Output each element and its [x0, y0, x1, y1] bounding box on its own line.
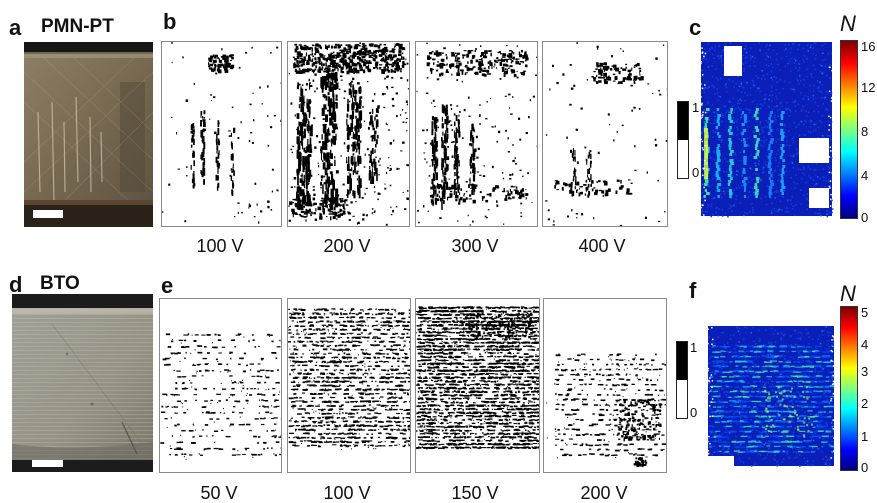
voltage-label-bottom-4: 200 V — [545, 484, 663, 502]
colorbar-c-tick-0: 0 — [861, 211, 868, 224]
material-label-pmnpt: PMN-PT — [41, 17, 114, 36]
colorbar-f-tick-4: 4 — [861, 338, 868, 351]
colorbar-c-tick-12: 12 — [861, 81, 875, 94]
scale-bar-d — [32, 460, 63, 467]
colorbar-label-f: N — [840, 283, 856, 305]
binary-scale-max-bottom: 1 — [690, 341, 697, 354]
binary-map-pmnpt-200v — [287, 41, 410, 227]
material-label-bto: BTO — [40, 274, 80, 293]
binary-scale-bar-bottom — [676, 341, 688, 419]
pmnpt-optical-photo — [24, 42, 153, 227]
colorbar-f-tick-2: 2 — [861, 397, 868, 410]
colorbar-f-tick-3: 3 — [861, 365, 868, 378]
count-map-pmnpt — [699, 38, 834, 230]
panel-letter-f: f — [689, 280, 696, 302]
binary-map-bto-50v — [159, 298, 282, 473]
voltage-label-top-1: 100 V — [161, 237, 279, 255]
colorbar-label-c: N — [840, 13, 856, 35]
bto-optical-photo — [12, 294, 153, 472]
colorbar-f-tick-1: 1 — [861, 430, 868, 443]
binary-map-pmnpt-100v — [161, 41, 282, 227]
panel-letter-d: d — [9, 274, 22, 296]
panel-letter-c: c — [689, 17, 701, 39]
binary-map-bto-200v — [543, 298, 667, 473]
colorbar-c-tick-8: 8 — [861, 125, 868, 138]
count-map-bto — [704, 306, 834, 474]
colorbar-f-tick-5: 5 — [861, 306, 868, 319]
voltage-label-bottom-3: 150 V — [416, 484, 534, 502]
panel-letter-b: b — [163, 11, 176, 33]
colorbar-c-tick-4: 4 — [861, 169, 868, 182]
binary-map-pmnpt-300v — [415, 41, 538, 227]
colorbar-f-tick-0: 0 — [861, 461, 868, 474]
binary-scale-min-bottom: 0 — [690, 406, 697, 419]
colorbar-f — [840, 306, 858, 471]
voltage-label-top-4: 400 V — [543, 237, 661, 255]
panel-letter-a: a — [9, 17, 21, 39]
voltage-label-bottom-1: 50 V — [160, 484, 278, 502]
scale-bar-a — [33, 210, 63, 218]
binary-map-pmnpt-400v — [542, 41, 668, 227]
binary-scale-bar-top — [677, 101, 689, 179]
voltage-label-top-2: 200 V — [288, 237, 406, 255]
panel-letter-e: e — [161, 275, 173, 297]
colorbar-c — [840, 40, 858, 219]
voltage-label-top-3: 300 V — [416, 237, 534, 255]
colorbar-c-tick-16: 16 — [861, 40, 875, 53]
voltage-label-bottom-2: 100 V — [288, 484, 406, 502]
binary-map-bto-150v — [415, 298, 540, 473]
binary-map-bto-100v — [287, 298, 411, 473]
